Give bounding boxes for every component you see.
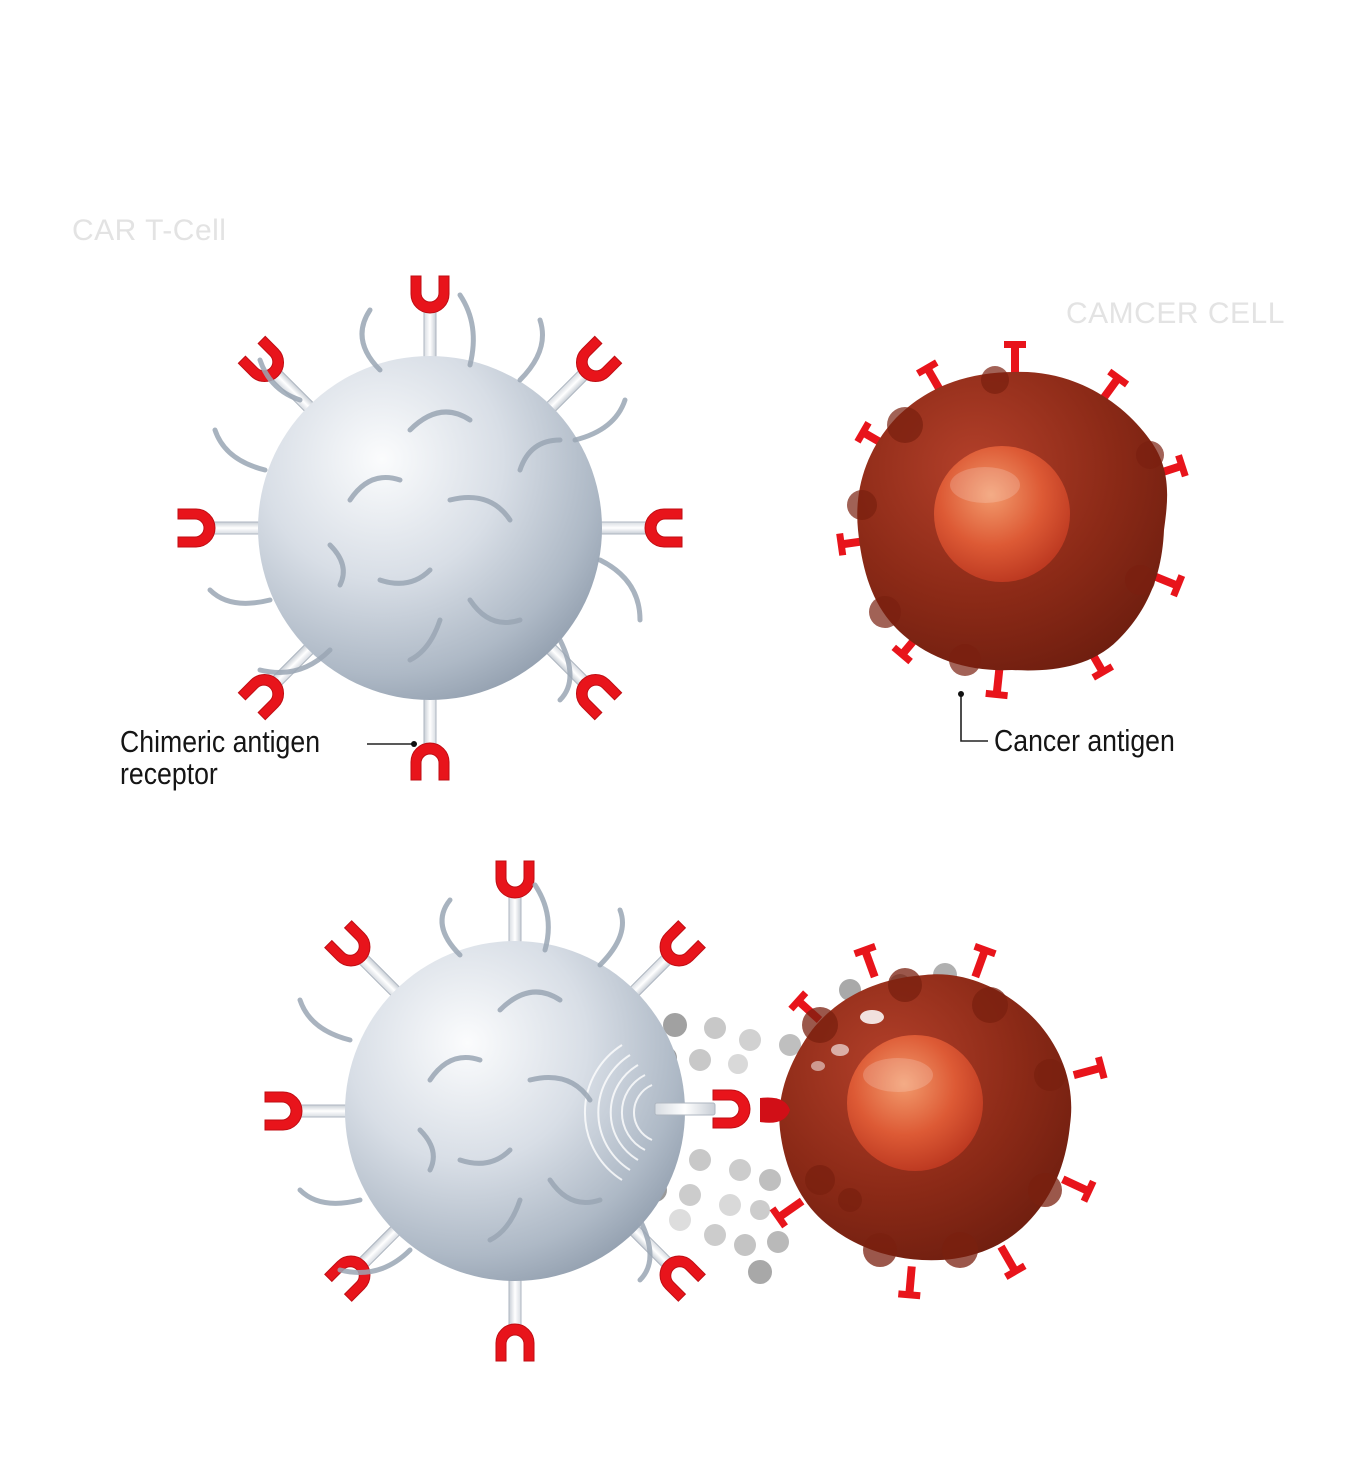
cancer-nucleus [847,1035,983,1171]
receptor-callout: Chimeric antigen receptor [120,726,320,790]
cancer-antigen-callout: Cancer antigen [994,723,1175,758]
t-cell-body [258,356,602,700]
t-cell-hairs [207,292,643,703]
cancer-cell-top [836,341,1189,700]
cancer-cell-bottom [760,943,1108,1300]
antigen-leader-line [960,694,988,742]
cancer-nucleus [934,446,1070,582]
car-t-cell-top [178,276,682,780]
t-cell-hairs [297,882,653,1283]
car-t-cell-bottom [265,861,751,1361]
cancer-blebs [847,366,1164,676]
cancer-cell-label: CAMCER CELL [1066,297,1285,330]
receptor-callout-line2: receptor [120,756,218,791]
receptor-callout-line1: Chimeric antigen [120,724,321,759]
cancer-blebs [802,968,1066,1268]
callout-lines [367,691,988,747]
car-t-cell-label: CAR T-Cell [72,214,227,247]
t-cell-body [345,941,685,1281]
signal-ripples [583,1044,653,1181]
